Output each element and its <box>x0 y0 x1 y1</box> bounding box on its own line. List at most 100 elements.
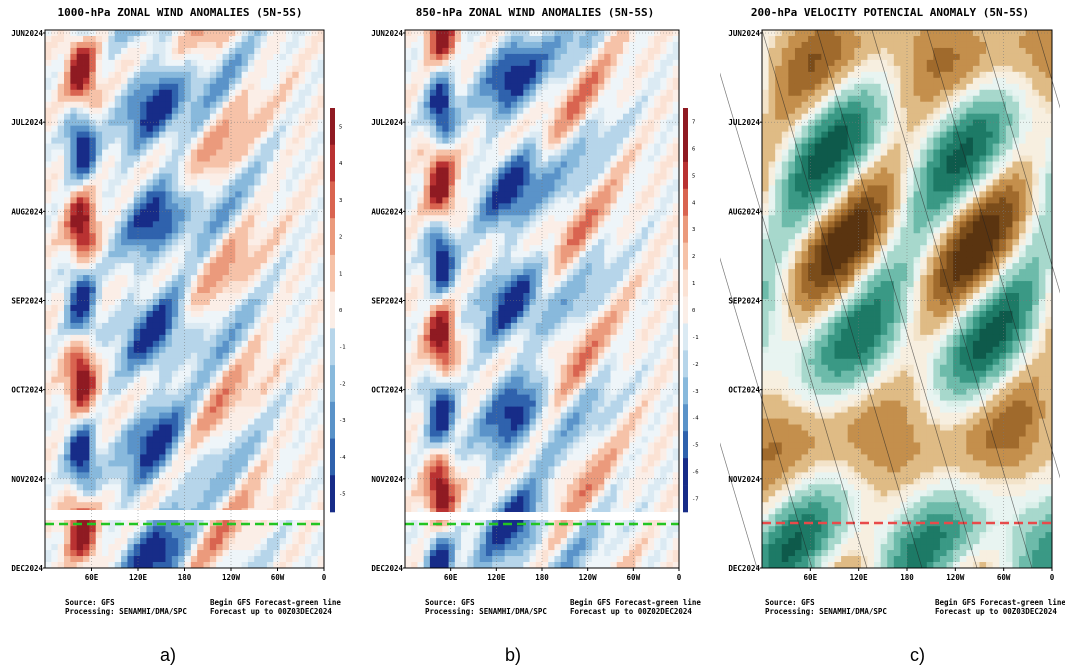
heatmap-cell <box>423 155 431 162</box>
heatmap-cell <box>51 95 59 103</box>
heatmap-cell <box>304 173 312 180</box>
heatmap-cell <box>285 466 293 473</box>
heatmap-cell <box>209 95 217 103</box>
heatmap-cell <box>165 215 173 222</box>
heatmap-cell <box>273 95 281 103</box>
heatmap-cell <box>222 406 230 413</box>
heatmap-cell <box>311 215 319 222</box>
heatmap-cell <box>171 484 179 491</box>
heatmap-cell <box>184 65 192 73</box>
heatmap-cell <box>411 35 418 43</box>
heatmap-cell <box>152 550 160 557</box>
heatmap-cell <box>298 233 306 240</box>
heatmap-cell <box>241 269 249 276</box>
heatmap-cell <box>76 167 84 174</box>
heatmap-cell <box>311 257 319 264</box>
heatmap-cell <box>560 47 568 55</box>
heatmap-cell <box>190 544 198 551</box>
colorbar-swatch <box>330 108 335 146</box>
heatmap-cell <box>635 95 643 103</box>
heatmap-cell <box>548 30 555 37</box>
heatmap-cell <box>165 77 173 85</box>
heatmap-cell <box>647 65 655 73</box>
heatmap-cell <box>89 304 97 312</box>
heatmap-cell <box>492 41 499 49</box>
heatmap-cell <box>83 556 90 563</box>
heatmap-cell <box>127 209 135 216</box>
heatmap-cell <box>492 95 499 103</box>
heatmap-cell <box>197 53 204 61</box>
heatmap-cell <box>654 77 661 85</box>
heatmap-cell <box>108 370 116 378</box>
heatmap-cell <box>133 287 141 294</box>
heatmap-cell <box>178 544 185 551</box>
heatmap-cell <box>89 526 97 533</box>
heatmap-cell <box>209 167 217 174</box>
heatmap-cell <box>83 179 90 186</box>
heatmap-cell <box>222 364 230 372</box>
heatmap-cell <box>317 137 325 144</box>
heatmap-cell <box>51 155 59 162</box>
heatmap-cell <box>178 47 185 55</box>
heatmap-cell <box>140 388 147 396</box>
heatmap-cell <box>70 287 78 294</box>
heatmap-cell <box>203 394 211 402</box>
heatmap-cell <box>222 310 230 318</box>
heatmap-cell <box>152 394 160 402</box>
heatmap-cell <box>76 448 84 455</box>
heatmap-cell <box>529 65 537 73</box>
heatmap-cell <box>317 346 325 354</box>
heatmap-cell <box>292 77 300 85</box>
heatmap-cell <box>184 496 192 503</box>
heatmap-cell <box>171 149 179 156</box>
heatmap-cell <box>666 65 674 73</box>
heatmap-cell <box>76 418 84 425</box>
heatmap-cell <box>235 95 242 103</box>
heatmap-cell <box>95 496 103 503</box>
heatmap-cell <box>197 35 204 43</box>
heatmap-cell <box>304 245 312 252</box>
heatmap-cell <box>273 299 281 306</box>
heatmap-cell <box>279 221 287 228</box>
heatmap-cell <box>133 364 141 372</box>
heatmap-cell <box>203 412 211 419</box>
heatmap-cell <box>203 400 211 407</box>
heatmap-cell <box>666 59 674 67</box>
heatmap-cell <box>254 191 261 198</box>
heatmap-cell <box>405 53 412 61</box>
heatmap-cell <box>228 532 236 539</box>
heatmap-cell <box>529 89 537 97</box>
heatmap-cell <box>304 179 312 186</box>
heatmap-cell <box>504 101 512 109</box>
heatmap-cell <box>95 143 103 150</box>
heatmap-cell <box>165 358 173 366</box>
heatmap-cell <box>311 358 319 366</box>
heatmap-cell <box>292 30 300 37</box>
heatmap-cell <box>165 263 173 270</box>
heatmap-cell <box>467 53 474 61</box>
heatmap-cell <box>292 299 300 306</box>
heatmap-cell <box>598 113 605 121</box>
heatmap-cell <box>64 299 71 306</box>
heatmap-cell <box>273 77 281 85</box>
heatmap-cell <box>51 77 59 85</box>
heatmap-cell <box>461 30 468 37</box>
heatmap-cell <box>64 472 71 479</box>
heatmap-cell <box>311 251 319 258</box>
heatmap-cell <box>260 59 268 67</box>
heatmap-cell <box>140 418 147 425</box>
heatmap-cell <box>222 430 230 437</box>
heatmap-cell <box>317 478 325 485</box>
heatmap-cell <box>121 281 128 288</box>
heatmap-cell <box>436 101 443 109</box>
heatmap-cell <box>285 364 293 372</box>
heatmap-cell <box>311 41 319 49</box>
heatmap-cell <box>279 382 287 390</box>
heatmap-cell <box>209 197 217 204</box>
heatmap-cell <box>292 89 300 97</box>
heatmap-cell <box>260 490 268 497</box>
heatmap-cell <box>266 544 274 551</box>
heatmap-cell <box>51 304 59 312</box>
heatmap-cell <box>159 65 166 73</box>
heatmap-cell <box>672 119 680 127</box>
